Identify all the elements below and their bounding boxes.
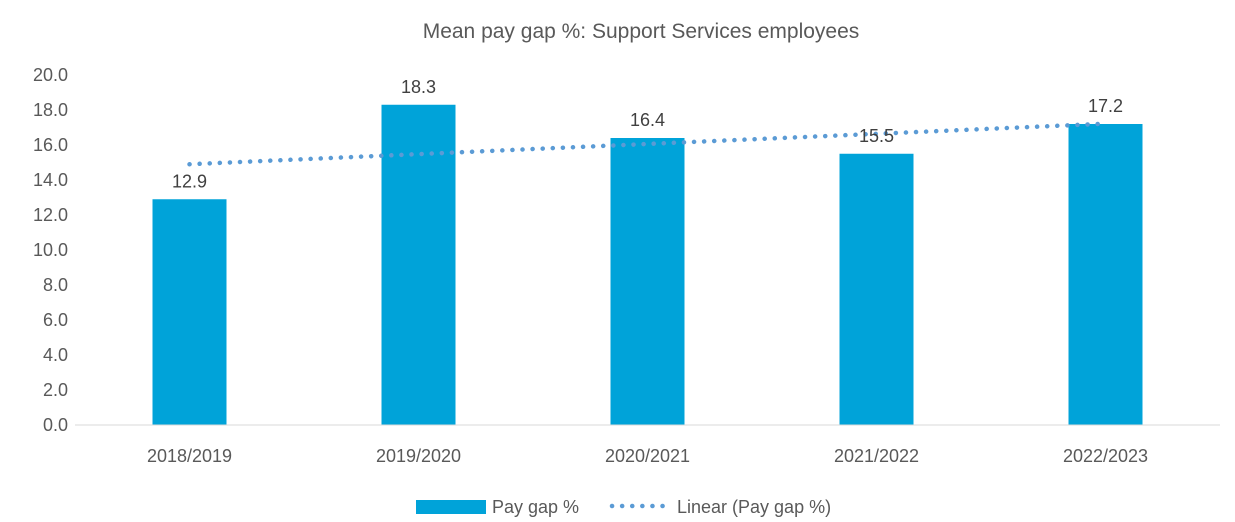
y-tick-label: 6.0 [43, 310, 68, 330]
trendline [187, 121, 1108, 167]
legend: Pay gap % Linear (Pay gap %) [416, 497, 831, 517]
x-tick-label: 2019/2020 [376, 446, 461, 466]
x-axis: 2018/2019 2019/2020 2020/2021 2021/2022 2022… [75, 424, 1220, 466]
y-tick-label: 10.0 [33, 240, 68, 260]
bar [610, 138, 685, 425]
x-tick-label: 2021/2022 [834, 446, 919, 466]
data-label: 18.3 [401, 77, 436, 97]
y-tick-label: 0.0 [43, 415, 68, 435]
y-tick-label: 16.0 [33, 135, 68, 155]
bar [381, 104, 456, 425]
x-tick-label: 2022/2023 [1063, 446, 1148, 466]
y-tick-label: 12.0 [33, 205, 68, 225]
bar [1068, 124, 1143, 425]
legend-label-trendline: Linear (Pay gap %) [677, 497, 831, 517]
trendline-line [187, 121, 1108, 167]
data-labels: 12.9 18.3 16.4 15.5 17.2 [172, 77, 1123, 192]
data-label: 16.4 [630, 110, 665, 130]
y-tick-label: 2.0 [43, 380, 68, 400]
bars [152, 104, 1143, 425]
y-tick-label: 14.0 [33, 170, 68, 190]
data-label: 15.5 [859, 126, 894, 146]
chart-title: Mean pay gap %: Support Services employe… [423, 20, 860, 43]
y-tick-label: 20.0 [33, 65, 68, 85]
y-tick-label: 4.0 [43, 345, 68, 365]
legend-swatch-bar [416, 500, 486, 514]
data-label: 12.9 [172, 171, 207, 191]
y-tick-label: 18.0 [33, 100, 68, 120]
legend-label-bar: Pay gap % [492, 497, 579, 517]
data-label: 17.2 [1088, 96, 1123, 116]
y-tick-label: 8.0 [43, 275, 68, 295]
x-tick-label: 2020/2021 [605, 446, 690, 466]
x-tick-label: 2018/2019 [147, 446, 232, 466]
bar [839, 153, 914, 425]
y-axis: 0.0 2.0 4.0 6.0 8.0 10.0 12.0 14.0 16.0 18.0 20.0 [33, 65, 68, 435]
bar [152, 199, 227, 425]
